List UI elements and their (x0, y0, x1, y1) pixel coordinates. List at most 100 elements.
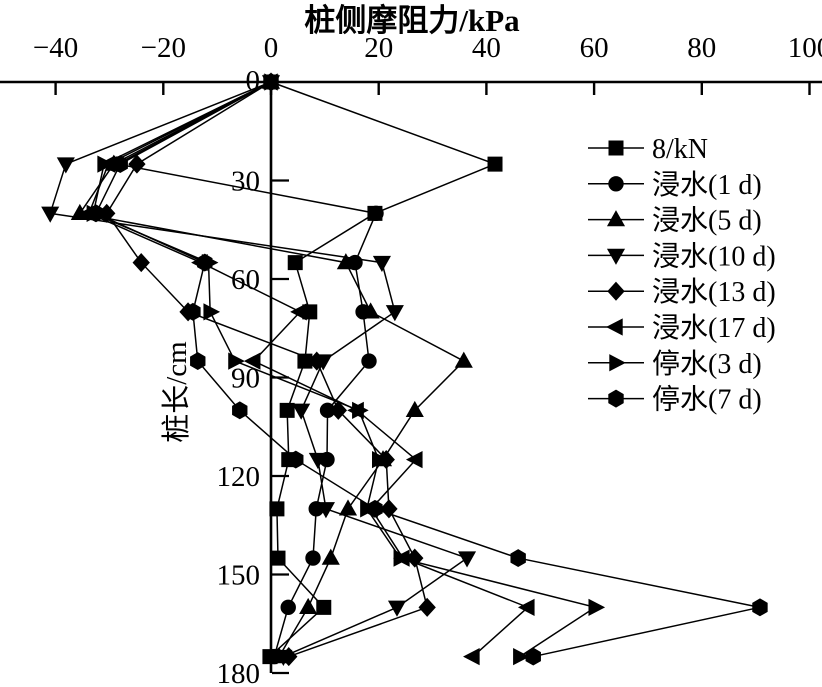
diamond-marker-icon (132, 253, 150, 273)
square-marker-icon (279, 402, 295, 418)
triangle-right-marker-icon (372, 450, 389, 469)
triangle-down-marker-icon (316, 502, 335, 519)
series-line-square (269, 81, 498, 658)
legend-item-0: 8/kN (588, 134, 708, 165)
diamond-marker-icon (308, 351, 326, 371)
triangle-down-marker-icon (387, 600, 407, 617)
hexagon-marker-icon (367, 499, 383, 518)
diamond-marker-icon (280, 647, 298, 667)
series-line-hexagon (94, 81, 761, 658)
triangle-right-marker-icon (203, 303, 221, 321)
diamond-marker-icon (128, 154, 146, 174)
legend: 8/kN 浸水(1 d) 浸水(5 d)浸水(10 d) 浸水(13 d) 浸水(17 … (588, 134, 776, 416)
hexagon-marker-icon (510, 549, 526, 568)
series-line-triangle-down (49, 81, 469, 658)
legend-label: 浸水(13 d) (652, 276, 776, 308)
legend-item-7: 停水(7 d) (588, 384, 762, 416)
triangle-up-marker-icon (299, 597, 318, 615)
series-hexagon (88, 73, 768, 666)
hexagon-marker-icon (608, 389, 624, 408)
legend-label: 停水(7 d) (652, 384, 762, 416)
triangle-down-marker-icon (372, 255, 391, 273)
triangle-down-marker-icon (385, 305, 404, 322)
square-marker-icon (270, 550, 286, 566)
hexagon-marker-icon (752, 598, 768, 617)
x-tick-label: 0 (264, 32, 279, 64)
triangle-down-marker-icon (56, 157, 75, 174)
triangle-left-marker-icon (606, 318, 623, 336)
triangle-right-marker-icon (97, 155, 114, 173)
legend-label: 浸水(10 d) (652, 240, 776, 272)
x-tick-label: 20 (364, 32, 393, 64)
hexagon-marker-icon (525, 647, 541, 666)
triangle-left-marker-icon (290, 303, 307, 321)
triangle-down-marker-icon (41, 206, 60, 223)
triangle-down-marker-icon (457, 551, 477, 568)
x-tick-label: 40 (472, 32, 501, 64)
hexagon-marker-icon (232, 401, 248, 420)
triangle-up-marker-icon (405, 400, 424, 418)
triangle-left-marker-icon (463, 647, 480, 666)
circle-marker-icon (361, 353, 377, 369)
square-marker-icon (608, 140, 624, 156)
x-tick-label: −40 (33, 32, 78, 64)
x-tick-label: 100 (788, 32, 822, 64)
triangle-right-marker-icon (228, 352, 245, 370)
triangle-up-marker-icon (336, 253, 355, 270)
x-axis: −40 −20 0 20 40 60 80 100 桩侧摩阻力/kPa (0, 3, 822, 95)
series-triangle-left (79, 73, 535, 666)
triangle-left-marker-icon (517, 598, 535, 616)
legend-label: 停水(3 d) (652, 348, 762, 380)
x-tick-label: 60 (580, 32, 609, 64)
triangle-right-marker-icon (588, 598, 606, 616)
triangle-right-marker-icon (609, 354, 626, 372)
square-marker-icon (487, 156, 503, 172)
series-line-diamond (105, 81, 429, 658)
hexagon-marker-icon (263, 73, 279, 91)
circle-marker-icon (280, 599, 296, 616)
diamond-marker-icon (418, 597, 436, 617)
legend-item-4: 浸水(13 d) (588, 276, 776, 308)
y-tick-label: 150 (217, 559, 261, 591)
legend-item-6: 停水(3 d) (588, 348, 762, 380)
triangle-right-marker-icon (352, 401, 369, 419)
triangle-up-marker-icon (321, 548, 340, 565)
x-axis-title: 桩侧摩阻力/kPa (304, 3, 520, 38)
hexagon-marker-icon (190, 352, 206, 371)
hexagon-marker-icon (112, 155, 128, 174)
hexagon-marker-icon (197, 253, 213, 272)
triangle-up-marker-icon (606, 210, 626, 227)
diamond-marker-icon (607, 281, 625, 301)
triangle-left-marker-icon (405, 450, 423, 469)
series-line-circle (115, 81, 378, 657)
triangle-right-marker-icon (393, 549, 411, 567)
circle-marker-icon (305, 550, 321, 566)
legend-item-1: 浸水(1 d) (588, 169, 762, 201)
square-marker-icon (287, 255, 303, 271)
legend-label: 8/kN (652, 134, 708, 165)
series-line-triangle-left (88, 81, 530, 658)
y-tick-label: 120 (217, 461, 261, 493)
circle-marker-icon (608, 176, 624, 192)
hexagon-marker-icon (185, 302, 201, 321)
legend-item-2: 浸水(5 d) (588, 205, 762, 237)
square-marker-icon (269, 501, 285, 517)
diamond-marker-icon (380, 499, 398, 519)
triangle-down-marker-icon (606, 248, 626, 265)
y-tick-label: 30 (231, 165, 260, 197)
legend-label: 浸水(1 d) (652, 169, 762, 201)
series-line-triangle-up (78, 81, 466, 657)
square-marker-icon (316, 599, 332, 615)
y-tick-label: 180 (217, 658, 261, 687)
legend-label: 浸水(17 d) (652, 312, 776, 344)
series-diamond (98, 72, 436, 667)
x-tick-label: 80 (687, 32, 716, 64)
legend-item-3: 浸水(10 d) (588, 240, 776, 272)
triangle-up-marker-icon (361, 302, 380, 319)
legend-label: 浸水(5 d) (652, 205, 762, 237)
triangle-down-marker-icon (292, 403, 311, 420)
hexagon-marker-icon (88, 204, 104, 223)
